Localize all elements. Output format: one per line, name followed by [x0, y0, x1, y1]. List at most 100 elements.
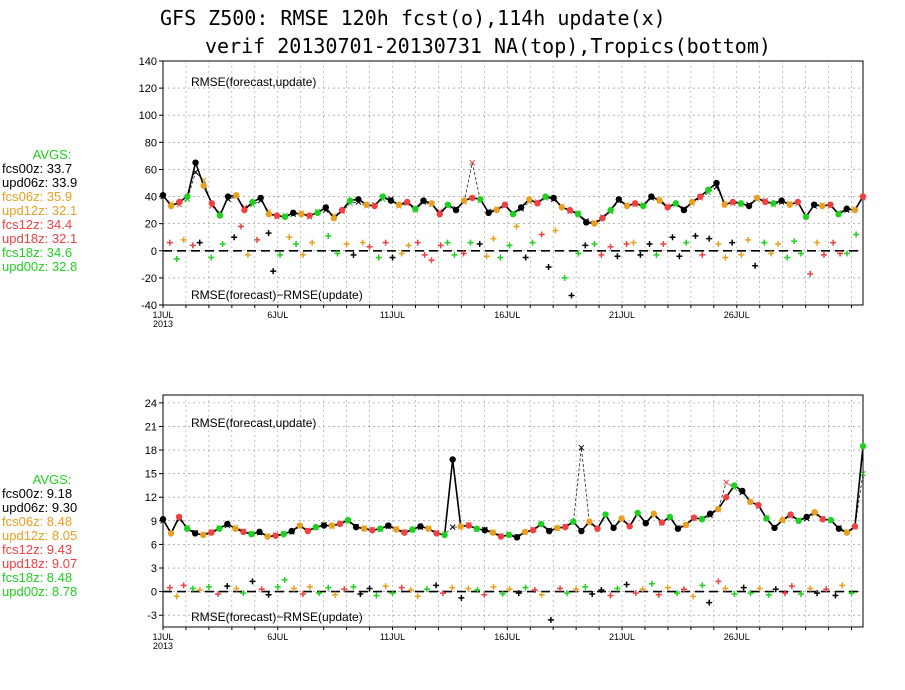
forecast-dot: [558, 204, 566, 211]
difference-plus-marker: [290, 585, 297, 592]
forecast-dot: [460, 197, 468, 204]
difference-plus-marker: [591, 241, 598, 247]
difference-plus-marker: [623, 581, 630, 588]
difference-plus-marker: [814, 239, 821, 246]
plot-frame: [162, 60, 864, 306]
forecast-dot: [705, 186, 712, 193]
forecast-dot: [578, 527, 585, 535]
avgs-header-top: AVGS:: [32, 147, 72, 162]
difference-plus-marker: [433, 582, 440, 589]
x-tick-label: 1JUL: [152, 310, 173, 320]
difference-plus-marker: [389, 254, 396, 261]
y-tick-label: 9: [151, 516, 157, 528]
difference-plus-marker: [414, 239, 421, 246]
difference-plus-marker: [715, 578, 722, 585]
forecast-dot: [272, 532, 279, 539]
forecast-dot: [786, 201, 793, 208]
difference-plus-marker: [582, 242, 589, 249]
forecast-dot: [312, 523, 320, 531]
difference-plus-marker: [189, 585, 196, 592]
difference-plus-marker: [166, 584, 173, 591]
difference-plus-marker: [373, 592, 380, 599]
panel-label-difference: RMSE(forecast)−RMSE(update): [191, 610, 363, 624]
difference-plus-marker: [798, 250, 805, 257]
avg-bottom-fcs00z: fcs00z: 9.18: [2, 486, 73, 501]
difference-plus-marker: [807, 270, 814, 277]
forecast-dot: [843, 205, 850, 212]
forecast-dot: [762, 198, 769, 206]
forecast-dot: [249, 198, 256, 206]
difference-plus-marker: [715, 241, 722, 247]
forecast-dot: [425, 525, 432, 532]
forecast-dot: [256, 528, 263, 536]
difference-plus-marker: [189, 242, 196, 249]
x-tick-label: 26JUL: [724, 310, 750, 320]
x-tick-label: 6JUL: [267, 632, 288, 642]
difference-plus-marker: [683, 239, 690, 246]
difference-plus-marker: [407, 587, 414, 594]
difference-plus-marker: [568, 292, 575, 299]
difference-plus-marker: [848, 590, 855, 597]
difference-plus-marker: [545, 264, 552, 271]
y-tick-label: 3: [151, 563, 157, 575]
forecast-dot: [330, 215, 338, 222]
forecast-dot: [355, 196, 362, 203]
avg-bottom-upd12z: upd12z: 8.05: [2, 528, 78, 543]
difference-plus-marker: [423, 586, 430, 593]
forecast-dot: [607, 206, 614, 214]
avg-bottom-upd00z: upd00z: 8.78: [2, 584, 78, 599]
forecast-dot: [626, 523, 633, 530]
difference-plus-marker: [238, 223, 245, 230]
forecast-dot: [493, 206, 500, 214]
difference-plus-marker: [231, 234, 238, 241]
difference-plus-marker: [740, 584, 747, 591]
difference-plus-marker: [382, 239, 389, 246]
difference-plus-marker: [853, 231, 860, 238]
difference-plus-marker: [589, 590, 596, 597]
forecast-dot: [485, 209, 492, 217]
forecast-dot: [167, 530, 175, 537]
forecast-dot: [778, 197, 785, 204]
difference-plus-marker: [529, 239, 536, 246]
forecast-dot: [314, 209, 321, 217]
forecast-dot: [794, 198, 802, 206]
update-x-marker: [860, 470, 866, 477]
difference-plus-marker: [196, 587, 203, 594]
forecast-dot: [706, 510, 714, 517]
forecast-dot: [594, 525, 601, 532]
difference-plus-marker: [233, 585, 240, 592]
forecast-series-line: [162, 446, 864, 539]
avg-bottom-upd18z: upd18z: 9.07: [2, 556, 78, 571]
y-tick-label: 21: [145, 421, 157, 433]
forecast-dot: [296, 522, 303, 529]
difference-plus-marker: [632, 590, 639, 597]
difference-plus-marker: [483, 253, 490, 260]
avg-top-fcs12z: fcs12z: 34.4: [2, 217, 73, 232]
forecast-dot: [420, 197, 427, 204]
difference-plus-marker: [444, 239, 451, 246]
difference-plus-marker: [196, 239, 203, 246]
difference-plus-marker: [648, 580, 655, 587]
forecast-dot: [521, 528, 529, 536]
forecast-dot: [457, 523, 464, 530]
x-tick-label: 16JUL: [494, 632, 520, 642]
forecast-dot: [664, 204, 671, 211]
difference-plus-marker: [820, 251, 827, 258]
avg-top-upd12z: upd12z: 32.1: [2, 203, 78, 218]
difference-plus-marker: [775, 241, 782, 247]
forecast-dot: [224, 520, 231, 528]
difference-plus-marker: [334, 250, 341, 257]
forecast-dot: [795, 517, 802, 525]
forecast-dot: [417, 523, 424, 530]
difference-plus-marker: [316, 590, 323, 597]
difference-plus-marker: [265, 591, 272, 598]
difference-plus-marker: [607, 243, 614, 250]
difference-plus-marker: [173, 593, 180, 600]
y-tick-label: 12: [145, 492, 157, 504]
forecast-dot: [859, 442, 867, 450]
forecast-dot: [473, 525, 480, 532]
difference-plus-marker: [173, 255, 180, 262]
difference-plus-marker: [563, 590, 570, 597]
forecast-dot: [428, 200, 435, 207]
